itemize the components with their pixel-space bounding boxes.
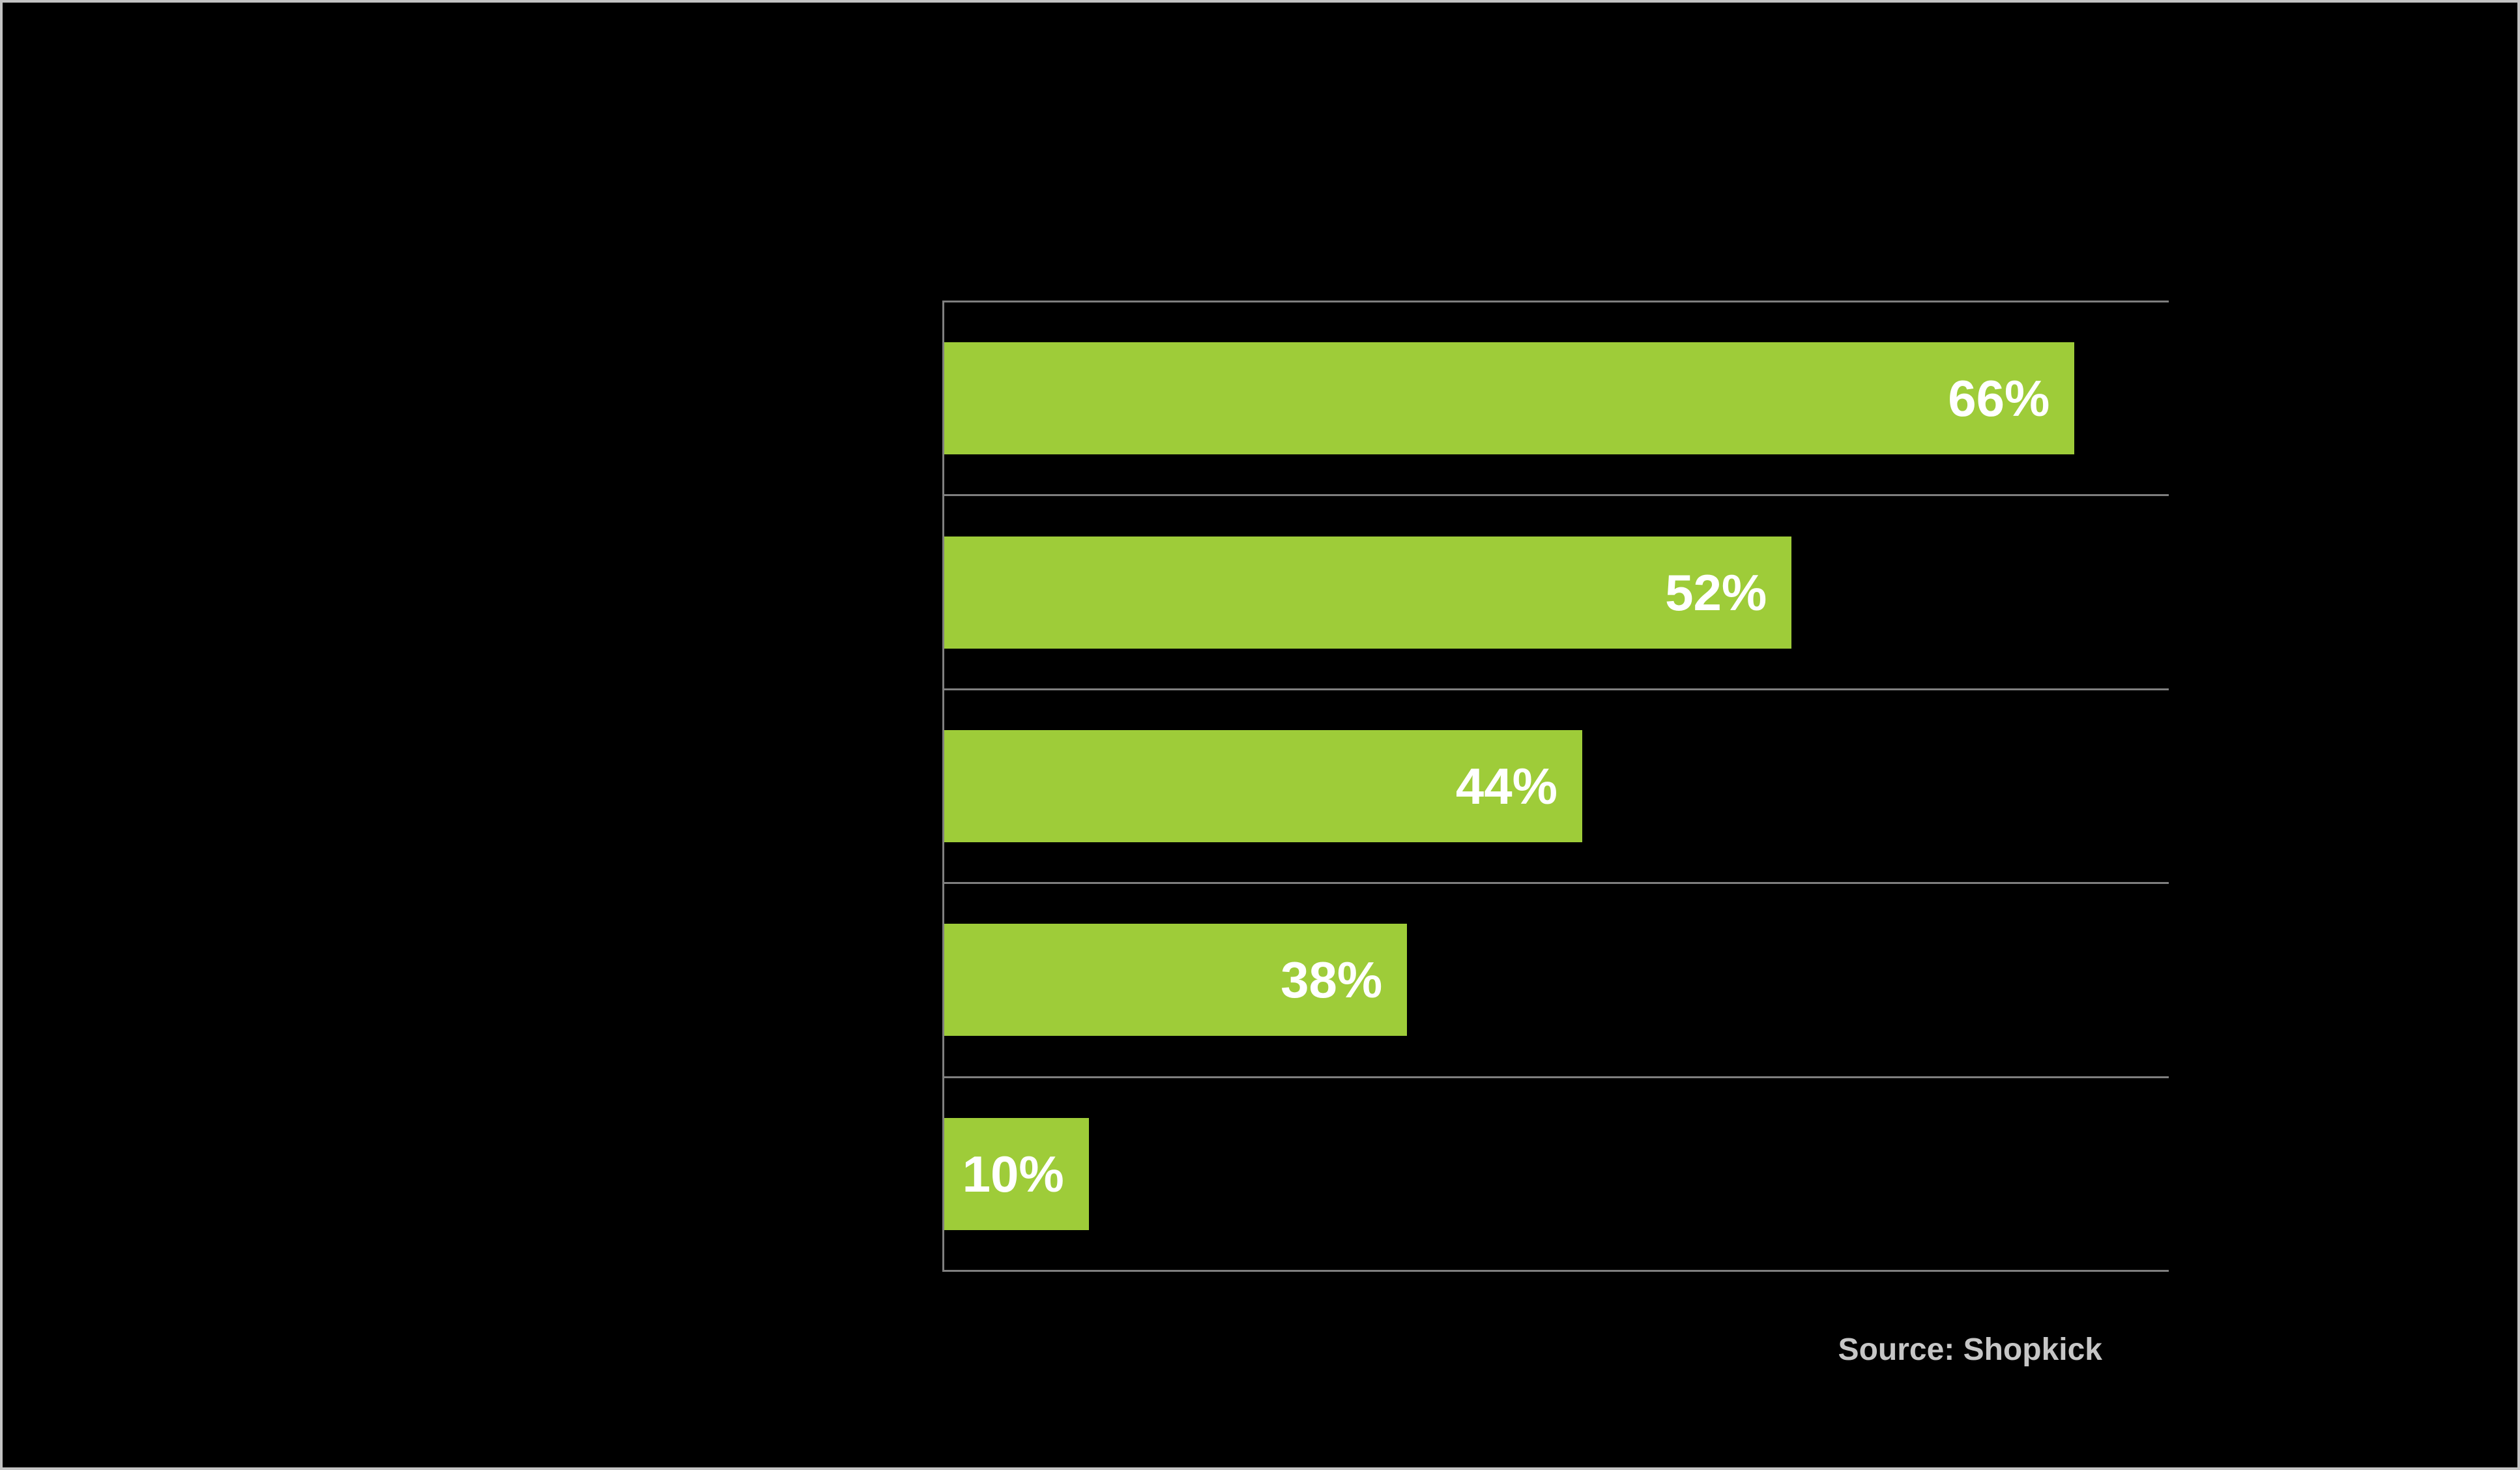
bar-1: 66%	[944, 342, 2075, 455]
bar-row-1: 66%	[944, 301, 2169, 494]
bar-value-label-5: 10%	[962, 1145, 1064, 1203]
bar-value-label-3: 44%	[1455, 757, 1557, 815]
bar-value-label-1: 66%	[1948, 370, 2050, 428]
source-attribution: Source: Shopkick	[1838, 1332, 2102, 1367]
bar-value-label-4: 38%	[1281, 951, 1383, 1009]
bar-3: 44%	[944, 729, 1582, 842]
bar-value-label-2: 52%	[1665, 563, 1767, 621]
bar-2: 52%	[944, 536, 1792, 649]
bar-4: 38%	[944, 924, 1408, 1036]
bar-row-5: 10%	[944, 1076, 2169, 1270]
bar-row-2: 52%	[944, 494, 2169, 688]
bar-5: 10%	[944, 1117, 1089, 1230]
bar-chart-plot: 66% 52% 44% 38% 10%	[942, 301, 2169, 1272]
bar-row-3: 44%	[944, 688, 2169, 882]
bar-row-4: 38%	[944, 882, 2169, 1076]
